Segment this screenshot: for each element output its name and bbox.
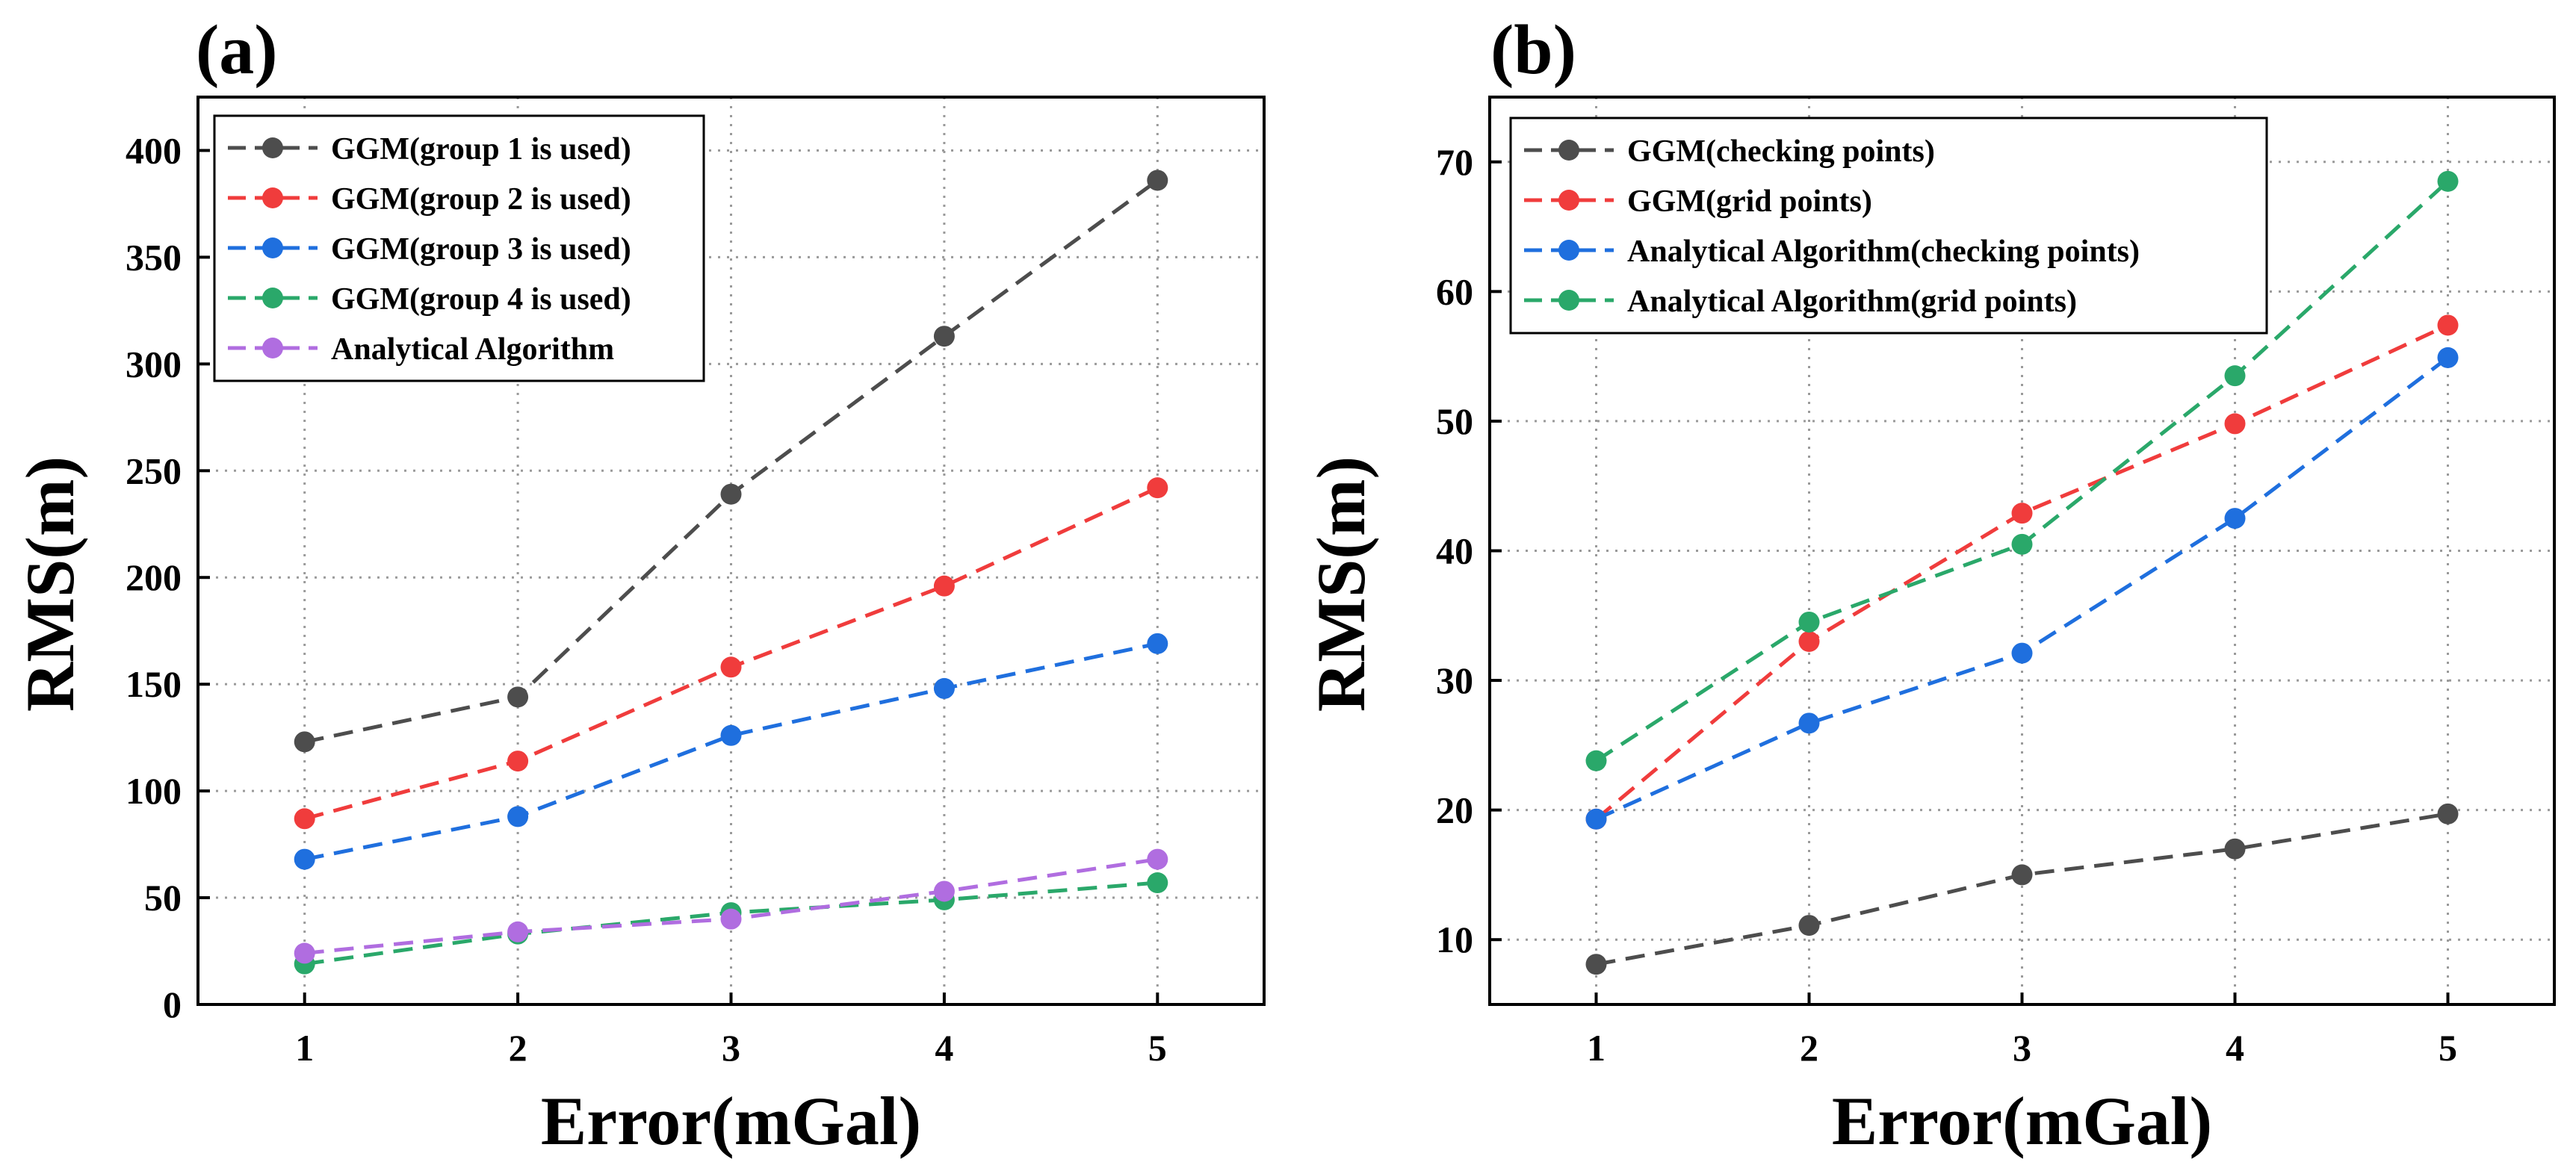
y-tick-label: 350 [126,236,182,278]
data-point [933,880,955,902]
legend-marker [1558,140,1579,161]
y-tick-label: 400 [126,129,182,171]
data-point [720,724,742,746]
data-point [507,686,529,708]
data-point [1798,611,1820,633]
data-point [1585,954,1607,975]
legend-marker [1558,190,1579,211]
y-tick-label: 60 [1436,270,1473,312]
data-point [2437,170,2459,192]
legend-marker [262,288,283,308]
legend-entry: Analytical Algorithm(grid points) [1627,285,2077,319]
legend-entry: GGM(group 3 is used) [331,232,631,267]
data-point [2437,803,2459,824]
data-point [933,575,955,597]
series-line [304,642,1158,862]
data-point [507,806,529,827]
data-point [2224,508,2246,529]
y-tick-label: 40 [1436,530,1473,572]
y-tick-label: 100 [126,770,182,812]
legend-marker [262,338,283,358]
x-tick-label: 3 [2013,1027,2031,1069]
panel-a: (a)1 2 3 4 5050100150200250300350400Error(mG… [12,11,1266,1159]
y-tick-label: 30 [1436,659,1473,701]
legend-marker [1558,240,1579,261]
data-point [1147,872,1168,894]
data-point [1798,712,1820,734]
data-point [2437,347,2459,368]
data-point [1585,750,1607,771]
data-point [720,908,742,930]
x-tick-label: 1 [295,1027,314,1069]
legend-box [1509,117,2268,335]
data-point [2224,365,2246,387]
legend-marker [262,137,283,158]
data-point [933,677,955,699]
y-tick-label: 150 [126,663,182,705]
x-tick-label: 3 [722,1027,740,1069]
legend-entry: GGM(group 1 is used) [331,132,631,167]
data-point [933,326,955,347]
y-tick-label: 10 [1436,919,1473,960]
data-point [1147,170,1168,191]
x-tick-label: 2 [509,1027,527,1069]
y-tick-label: 50 [144,877,182,919]
y-tick-label: 200 [126,556,182,598]
y-axis-title: RMS(m) [12,456,88,712]
panel-label: (a) [196,11,278,89]
data-point [294,731,315,753]
data-point [294,942,315,964]
x-tick-label: 4 [935,1027,953,1069]
y-tick-label: 300 [126,343,182,385]
data-point [2224,413,2246,435]
y-tick-label: 0 [163,984,182,1025]
data-point [1147,848,1168,870]
x-tick-label: 4 [2226,1027,2244,1069]
data-point [720,656,742,678]
data-point [2011,864,2033,886]
y-tick-label: 50 [1436,400,1473,442]
x-axis-title: Error(mGal) [541,1083,921,1159]
legend-marker [262,187,283,208]
data-point [2224,838,2246,860]
legend-marker [1558,290,1579,311]
legend-entry: GGM(group 4 is used) [331,282,631,317]
data-point [1798,915,1820,937]
data-point [1798,631,1820,652]
data-point [294,848,315,870]
legend-entry: GGM(group 2 is used) [331,182,631,217]
data-point [2011,533,2033,555]
data-point [1147,633,1168,654]
x-tick-label: 1 [1587,1027,1606,1069]
data-point [507,751,529,772]
series-line [1595,355,2450,821]
data-point [1585,808,1607,830]
data-point [2011,503,2033,524]
data-point [1147,477,1168,499]
y-tick-label: 250 [126,450,182,491]
data-point [2011,642,2033,664]
x-tick-label: 2 [1800,1027,1818,1069]
legend-marker [262,237,283,258]
panel-label: (b) [1490,11,1576,89]
data-point [720,483,742,505]
x-tick-label: 5 [1148,1027,1167,1069]
legend-entry: GGM(checking points) [1627,134,1935,169]
y-axis-title: RMS(m) [1303,456,1379,712]
x-axis-title: Error(mGal) [1832,1083,2212,1159]
legend-entry: Analytical Algorithm [331,332,614,367]
legend-entry: Analytical Algorithm(checking points) [1627,234,2140,269]
legend-entry: GGM(grid points) [1627,184,1872,219]
y-tick-label: 70 [1436,141,1473,183]
data-point [2437,314,2459,336]
data-point [507,921,529,942]
data-point [294,808,315,830]
y-tick-label: 20 [1436,789,1473,831]
x-tick-label: 5 [2439,1027,2457,1069]
panel-b: (b) 1 2 3 4 5 10 20 30 40 50 60 70 Error(mGal) RMS(m) G… [1303,11,2556,1159]
